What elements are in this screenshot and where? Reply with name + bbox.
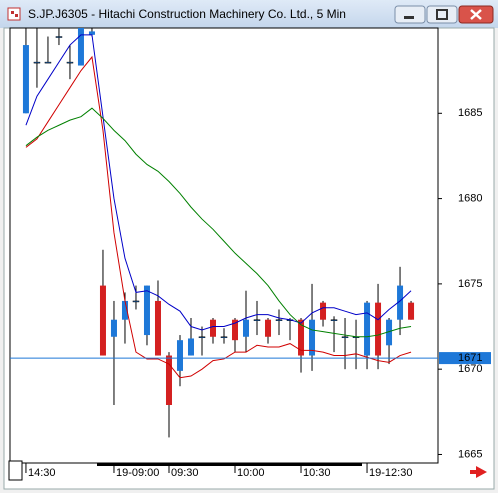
candle-body xyxy=(143,285,150,336)
candle-body xyxy=(99,285,106,356)
candle-body xyxy=(88,31,95,35)
candle-body xyxy=(220,336,228,339)
moving-average-line xyxy=(25,107,412,338)
candle-body xyxy=(187,338,194,356)
candle-body xyxy=(198,336,206,339)
candle-body xyxy=(265,319,272,337)
candle-body xyxy=(232,319,239,341)
maximize-button[interactable] xyxy=(426,5,458,24)
candle-body xyxy=(165,355,172,405)
moving-average-line xyxy=(25,34,412,331)
plot-frame xyxy=(9,27,439,464)
y-tick-label: 1685 xyxy=(458,107,482,119)
candle-body xyxy=(121,300,128,320)
x-tick-label: 14:30 xyxy=(28,467,56,479)
minimize-icon xyxy=(404,16,414,19)
price-label: 1671 xyxy=(458,352,482,364)
window-icon xyxy=(15,14,18,17)
x-tick-label: 10:00 xyxy=(237,467,265,479)
candle-body xyxy=(364,302,371,356)
price-label-box xyxy=(439,352,491,365)
candle-body xyxy=(408,302,415,320)
x-tick-label: 09:30 xyxy=(171,467,199,479)
candle-body xyxy=(243,319,250,337)
candle-body xyxy=(176,340,183,371)
close-icon xyxy=(470,9,482,20)
maximize-icon xyxy=(436,9,448,20)
x-tick-label: 10:30 xyxy=(303,467,331,479)
candle-body xyxy=(77,28,84,66)
candle-body xyxy=(132,300,140,303)
candle-body xyxy=(320,302,327,320)
window-icon xyxy=(11,11,14,14)
candle-body xyxy=(209,319,216,337)
x-tick-label: 19-12:30 xyxy=(369,467,412,479)
candle-body xyxy=(253,319,261,321)
scroll-right-arrow[interactable] xyxy=(470,466,487,478)
moving-average-line xyxy=(25,55,412,379)
minimize-button[interactable] xyxy=(394,5,426,24)
candle-body xyxy=(397,285,404,320)
y-tick-label: 1665 xyxy=(458,448,482,460)
window-title: S.JP.J6305 - Hitachi Construction Machin… xyxy=(28,7,346,21)
candle-body xyxy=(44,61,52,64)
y-tick-label: 1675 xyxy=(458,278,482,290)
candle-body xyxy=(55,36,63,38)
candle-body xyxy=(22,45,29,114)
candle-body xyxy=(110,319,117,337)
scroll-box[interactable] xyxy=(8,460,23,481)
candle-body xyxy=(154,300,161,356)
x-tick-label: 19-09:00 xyxy=(116,467,159,479)
scroll-bar xyxy=(97,463,362,466)
candle-body xyxy=(341,336,349,339)
candle-body xyxy=(66,61,74,64)
candle-body xyxy=(33,61,41,64)
candle-body xyxy=(309,319,316,356)
y-tick-label: 1670 xyxy=(458,363,482,375)
candle-body xyxy=(298,319,305,356)
y-tick-label: 1680 xyxy=(458,192,482,204)
candle-body xyxy=(275,319,283,321)
candle-body xyxy=(375,302,382,356)
candle-body xyxy=(386,319,393,346)
candle-body xyxy=(330,319,338,321)
